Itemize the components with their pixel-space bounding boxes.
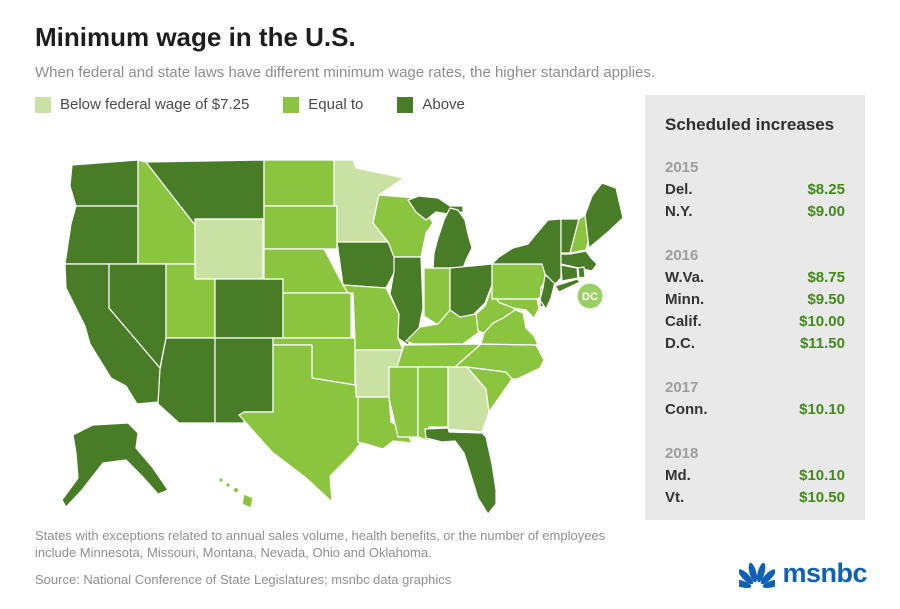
state-KS	[282, 292, 352, 339]
page-subtitle: When federal and state laws have differe…	[35, 64, 656, 81]
state-AK	[61, 422, 169, 508]
schedule-state: Del.	[665, 181, 693, 198]
schedule-year: 2018	[665, 445, 699, 462]
panel-title: Scheduled increases	[665, 115, 835, 134]
state-NM	[214, 337, 274, 424]
schedule-year: 2016	[665, 247, 699, 264]
schedule-state: D.C.	[665, 335, 695, 352]
schedule-group-2017: 2017 Conn. $10.10	[665, 379, 845, 421]
schedule-value: $10.10	[799, 467, 845, 484]
exceptions-footnote: States with exceptions related to annual…	[35, 528, 606, 560]
schedule-state: Minn.	[665, 291, 705, 308]
msnbc-logo: msnbc	[739, 558, 867, 589]
state-WA	[69, 159, 139, 207]
state-SD	[263, 205, 338, 250]
scheduled-increases-panel: Scheduled increases 2015 Del. $8.25 N.Y.…	[645, 95, 865, 520]
schedule-year: 2015	[665, 159, 699, 176]
schedule-group-2015: 2015 Del. $8.25 N.Y. $9.00	[665, 159, 845, 223]
state-NC	[454, 343, 545, 380]
schedule-row: Conn. $10.10	[665, 399, 845, 421]
state-MD	[495, 298, 540, 319]
peacock-icon	[739, 562, 776, 588]
legend-item-above: Above	[397, 96, 465, 113]
schedule-row: D.C. $11.50	[665, 333, 845, 355]
schedule-row: Del. $8.25	[665, 179, 845, 201]
schedule-row: Vt. $10.50	[665, 487, 845, 509]
schedule-year: 2017	[665, 379, 699, 396]
schedule-value: $10.50	[799, 489, 845, 506]
schedule-state: Vt.	[665, 489, 685, 506]
legend: Below federal wage of $7.25 Equal to Abo…	[35, 96, 465, 113]
legend-swatch-below	[35, 96, 51, 113]
page-title: Minimum wage in the U.S.	[35, 22, 356, 52]
schedule-state: Calif.	[665, 313, 702, 330]
state-OR	[64, 205, 139, 265]
schedule-row: W.Va. $8.75	[665, 267, 845, 289]
schedule-row: Minn. $9.50	[665, 289, 845, 311]
dc-label: DC	[582, 291, 598, 303]
state-MS	[388, 366, 419, 438]
legend-item-equal: Equal to	[283, 96, 363, 113]
schedule-value: $9.00	[807, 203, 845, 220]
legend-label-above: Above	[422, 96, 465, 113]
schedule-value: $8.75	[807, 269, 845, 286]
state-PA	[491, 263, 549, 300]
legend-swatch-above	[397, 96, 414, 113]
msnbc-wordmark: msnbc	[782, 558, 867, 588]
state-FL	[424, 427, 497, 515]
state-IA	[336, 241, 399, 289]
legend-item-below: Below federal wage of $7.25	[35, 96, 249, 113]
state-ND	[263, 159, 335, 207]
state-MA	[560, 250, 598, 272]
schedule-state: Conn.	[665, 401, 708, 418]
schedule-value: $8.25	[807, 181, 845, 198]
schedule-row: Calif. $10.00	[665, 311, 845, 333]
state-HI	[218, 477, 254, 509]
schedule-state: W.Va.	[665, 269, 705, 286]
state-WY	[194, 218, 264, 280]
legend-label-below: Below federal wage of $7.25	[60, 96, 250, 113]
legend-label-equal: Equal to	[308, 96, 364, 113]
state-NH	[569, 214, 590, 254]
schedule-group-2016: 2016 W.Va. $8.75 Minn. $9.50 Calif. $10.…	[665, 247, 845, 355]
schedule-value: $11.50	[799, 335, 845, 352]
state-TX	[238, 344, 363, 503]
state-MI	[407, 195, 473, 269]
schedule-row: Md. $10.10	[665, 465, 845, 487]
schedule-row: N.Y. $9.00	[665, 201, 845, 223]
dc-circle	[576, 282, 604, 310]
state-CT	[560, 264, 579, 282]
state-RI	[577, 266, 586, 279]
state-IL	[389, 256, 424, 346]
source-line: Source: National Conference of State Leg…	[35, 572, 452, 587]
schedule-group-2018: 2018 Md. $10.10 Vt. $10.50	[665, 445, 845, 509]
us-choropleth-map: DC	[61, 159, 624, 515]
schedule-state: Md.	[665, 467, 691, 484]
schedule-value: $9.50	[807, 291, 845, 308]
schedule-state: N.Y.	[665, 203, 693, 220]
state-AZ	[157, 337, 216, 424]
state-ME	[584, 182, 624, 249]
state-NY	[491, 218, 581, 293]
state-CO	[214, 278, 284, 339]
legend-swatch-equal	[283, 96, 300, 113]
schedule-value: $10.10	[799, 401, 845, 418]
schedule-value: $10.00	[799, 313, 845, 330]
